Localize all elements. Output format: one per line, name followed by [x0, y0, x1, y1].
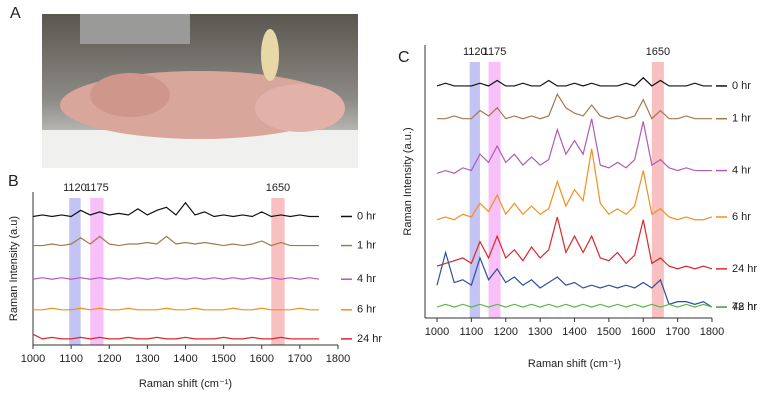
spectrum-line — [436, 118, 712, 174]
legend-label: 24 hr — [357, 333, 382, 345]
x-axis-label: Raman shift (cm⁻¹) — [528, 358, 621, 370]
band-label: 1175 — [483, 46, 507, 58]
x-tick-label: 1200 — [494, 326, 518, 338]
panel-label: C — [398, 49, 410, 66]
x-tick-label: 1000 — [425, 326, 449, 338]
band — [69, 198, 81, 345]
legend-label: 48 hr — [732, 301, 757, 313]
x-tick-label: 1100 — [460, 326, 484, 338]
legend-label: 1 hr — [357, 239, 376, 251]
spectrum-line — [436, 216, 713, 270]
spectrum-line — [32, 277, 320, 280]
y-axis-label: Raman Intensity (a.u.) — [402, 127, 414, 235]
y-axis-label: Raman Intensity (a.u) — [8, 216, 20, 321]
band-label: 1175 — [85, 182, 109, 194]
legend-label: 0 hr — [732, 80, 751, 92]
spectrum-line — [32, 201, 319, 218]
legend-label: 72 hr — [732, 301, 757, 313]
x-tick-label: 1100 — [59, 353, 83, 365]
band-label: 1650 — [266, 182, 290, 194]
legend-label: 4 hr — [357, 273, 376, 285]
x-tick-label: 1300 — [528, 326, 552, 338]
spectrum-line — [436, 76, 712, 87]
x-tick-label: 1200 — [97, 353, 121, 365]
spectrum-line — [436, 303, 713, 308]
band — [651, 62, 664, 318]
x-tick-label: 1700 — [665, 326, 689, 338]
x-tick-label: 1600 — [250, 353, 274, 365]
legend-label: 1 hr — [732, 113, 751, 125]
x-tick-label: 1300 — [135, 353, 159, 365]
x-tick-label: 1800 — [700, 326, 724, 338]
band-label: 1120 — [463, 46, 487, 58]
spectrum-line — [436, 148, 713, 221]
spectrum-line — [436, 250, 713, 308]
legend-label: 4 hr — [732, 164, 751, 176]
x-tick-label: 1500 — [211, 353, 235, 365]
x-tick-label: 1800 — [326, 353, 350, 365]
x-tick-label: 1400 — [562, 326, 586, 338]
legend-label: 0 hr — [357, 210, 376, 222]
band-label: 1120 — [63, 182, 87, 194]
spectrum-line — [33, 235, 319, 247]
x-tick-label: 1500 — [597, 326, 621, 338]
band — [469, 62, 480, 318]
legend-label: 6 hr — [732, 211, 751, 223]
band-label: 1650 — [646, 46, 670, 58]
x-tick-label: 1600 — [631, 326, 655, 338]
band — [90, 198, 104, 345]
photo — [42, 14, 358, 168]
panel-label: B — [8, 173, 19, 190]
spectrum-line — [33, 307, 319, 311]
panel-label: A — [10, 5, 21, 22]
x-tick-label: 1400 — [173, 353, 197, 365]
x-tick-label: 1700 — [288, 353, 312, 365]
spectrum-line — [32, 333, 319, 340]
x-tick-label: 1000 — [21, 353, 45, 365]
legend-label: 6 hr — [357, 304, 376, 316]
spectrum-line — [437, 92, 712, 120]
x-axis-label: Raman shift (cm⁻¹) — [139, 378, 232, 390]
band — [488, 62, 501, 318]
band — [271, 198, 285, 345]
legend-label: 24 hr — [732, 263, 757, 275]
